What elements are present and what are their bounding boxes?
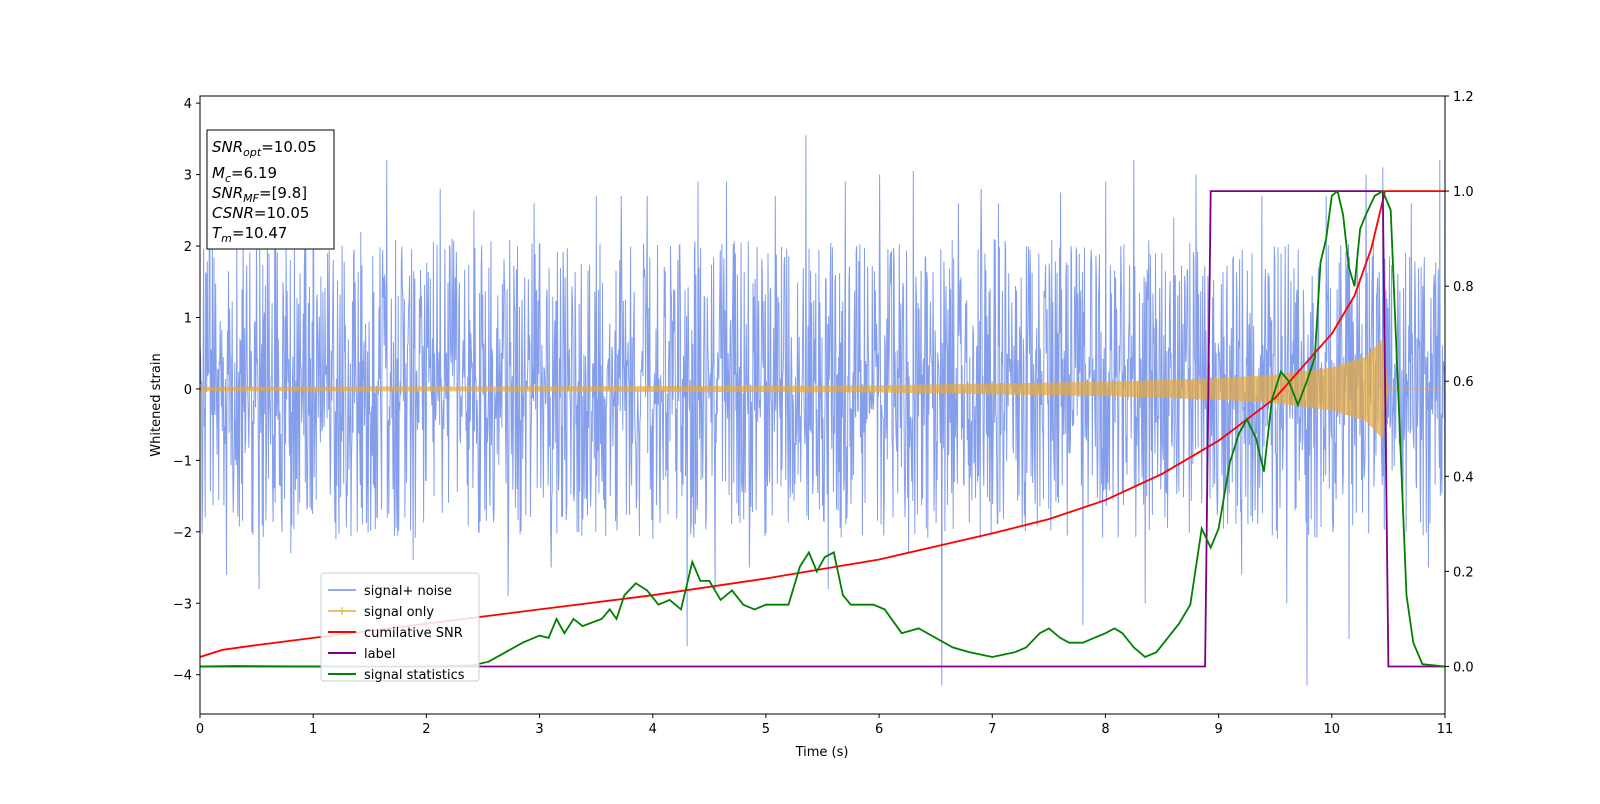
legend-label-csnr: cumilative SNR — [364, 626, 463, 641]
label-line — [200, 190, 1445, 668]
plot-frame — [199, 95, 1446, 715]
info-box: SNRopt=10.05 Mc=6.19 SNRMF=[9.8] CSNR=10… — [206, 129, 335, 250]
y-left-tick-label: 4 — [184, 97, 192, 112]
signal-noise-line — [200, 135, 1445, 686]
x-tick-label: 1 — [309, 722, 317, 737]
x-tick-label: 0 — [196, 722, 204, 737]
info-tm: Tm=10.47 — [212, 224, 287, 245]
y-left-tick-label: 0 — [184, 383, 192, 398]
y-axis-left: −4 −3 −2 −1 0 1 2 3 4 — [173, 97, 200, 684]
legend-label-stats: signal statistics — [364, 668, 465, 683]
x-tick-label: 4 — [649, 722, 657, 737]
y-right-tick-label: 0.6 — [1453, 375, 1474, 390]
y-left-tick-label: −4 — [173, 669, 192, 684]
y-left-tick-label: −2 — [173, 526, 192, 541]
y-right-tick-label: 0.0 — [1453, 660, 1474, 675]
legend-label-label: label — [364, 647, 395, 662]
x-tick-label: 11 — [1437, 722, 1454, 737]
y-right-tick-label: 1.2 — [1453, 90, 1474, 105]
y-right-tick-label: 0.4 — [1453, 470, 1474, 485]
legend: signal+ noise signal only cumilative SNR la… — [320, 572, 480, 683]
y-right-tick-label: 0.2 — [1453, 565, 1474, 580]
x-tick-label: 7 — [988, 722, 996, 737]
info-snr-opt: SNRopt=10.05 — [212, 138, 317, 159]
y-right-tick-label: 1.0 — [1453, 185, 1474, 200]
legend-label-noise: signal+ noise — [364, 584, 452, 599]
legend-label-signal: signal only — [364, 605, 434, 620]
y-left-tick-label: 2 — [184, 240, 192, 255]
y-axis-label: Whitened strain — [149, 353, 164, 456]
y-right-tick-label: 0.8 — [1453, 280, 1474, 295]
signal-only-line — [200, 338, 1445, 439]
y-left-tick-label: −3 — [173, 597, 192, 612]
y-left-tick-label: −1 — [173, 454, 192, 469]
y-axis-right: 0.0 0.2 0.4 0.6 0.8 1.0 1.2 — [1445, 90, 1474, 675]
x-tick-label: 5 — [762, 722, 770, 737]
y-left-tick-label: 3 — [184, 169, 192, 184]
info-csnr: CSNR=10.05 — [212, 204, 309, 222]
x-axis: 0 1 2 3 4 5 6 7 8 9 10 11 — [196, 714, 1453, 737]
x-axis-label: Time (s) — [795, 745, 849, 760]
y-left-tick-label: 1 — [184, 311, 192, 326]
x-tick-label: 3 — [535, 722, 543, 737]
x-tick-label: 6 — [875, 722, 883, 737]
x-tick-label: 8 — [1101, 722, 1109, 737]
info-snr-mf: SNRMF=[9.8] — [212, 184, 307, 205]
info-mc: Mc=6.19 — [212, 164, 277, 185]
signal-statistics-line — [200, 189, 1445, 668]
info-box-frame — [206, 129, 335, 250]
x-tick-label: 9 — [1214, 722, 1222, 737]
legend-frame — [320, 572, 480, 682]
x-tick-label: 10 — [1324, 722, 1341, 737]
x-tick-label: 2 — [422, 722, 430, 737]
